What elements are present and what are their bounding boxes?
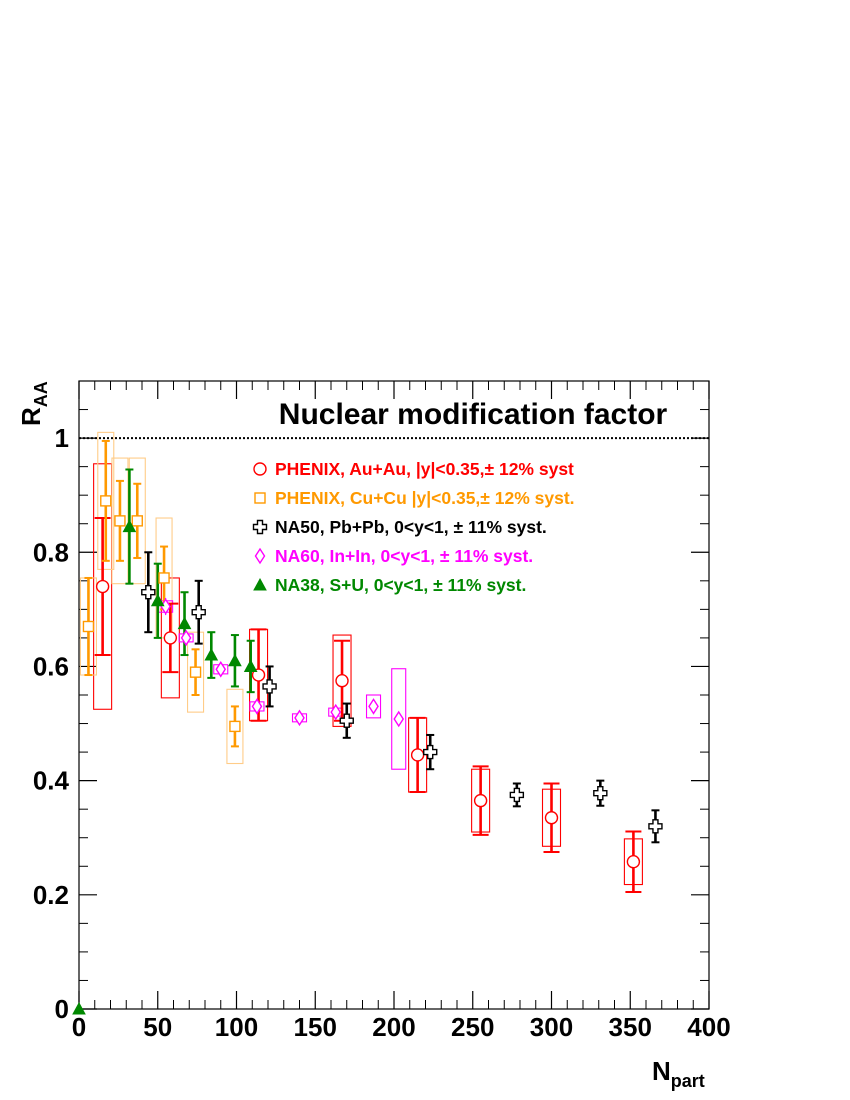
data-point-triangle [122,519,137,533]
legend-marker-triangle [253,577,267,591]
data-point-triangle [150,593,165,607]
data-point-square [189,666,202,678]
tick-labels: 0 50 100 150 200 250 300 350 400 0 0.2 0.4 0.6 0.8 1 [33,423,731,1042]
syst-box [332,634,352,727]
legend: PHENIX, Au+Au, |y|<0.35,± 12% syst PHENIX… [252,459,575,595]
data-point-triangle [243,659,258,672]
x-tick-label: 50 [143,1012,172,1042]
syst-box [226,688,244,765]
data-point-circle [544,811,559,825]
x-tick-label: 100 [215,1012,258,1042]
y-tick-label: 0.8 [33,537,69,567]
legend-entry-label: PHENIX, Cu+Cu |y|<0.35,± 12% syst. [275,488,575,508]
syst-box [93,463,113,710]
data-point-diamond [294,709,305,727]
data-point-triangle [72,1001,86,1015]
y-tick-label: 0.6 [33,651,69,681]
y-tick-label: 0.2 [33,880,69,910]
legend-marker-diamond [254,547,266,565]
x-tick-label: 300 [530,1012,573,1042]
data-point-triangle [177,616,192,630]
x-tick-label: 150 [294,1012,337,1042]
data-point-square [229,720,241,733]
data-point-circle [626,855,641,869]
data-point-circle [163,631,178,645]
syst-box [391,668,407,770]
markers [72,495,663,1015]
legend-entry-label: PHENIX, Au+Au, |y|<0.35,± 12% syst [275,459,574,479]
data-point-cross [141,585,156,600]
data-point-square [131,515,143,527]
legend-marker-circle [253,462,267,476]
legend-entry-label: NA50, Pb+Pb, 0<y<1, ± 11% syst. [275,517,547,537]
chart-title: Nuclear modification factor [279,398,668,431]
x-tick-label: 250 [451,1012,494,1042]
y-axis-title: RAA [16,381,51,426]
data-point-cross [648,819,663,834]
x-tick-label: 400 [687,1012,730,1042]
data-point-cross [509,787,525,803]
data-point-square [100,495,112,507]
x-tick-label: 0 [72,1012,86,1042]
data-point-diamond [215,661,227,678]
x-axis-title-sub: part [671,1071,705,1091]
data-point-diamond [393,710,405,728]
legend-entry-label: NA38, S+U, 0<y<1, ± 11% syst. [275,575,526,595]
syst-box [365,694,382,719]
data-point-circle [410,748,425,762]
legend-marker-square [254,492,266,504]
data-point-triangle [228,653,242,667]
data-point-cross [339,713,354,728]
data-point-diamond [180,629,192,647]
syst-box [187,631,205,713]
data-point-cross [262,679,277,694]
data-point-cross [423,744,438,760]
data-point-diamond [330,703,342,721]
data-point-cross [191,605,206,620]
error-bars [84,439,660,893]
data-point-diamond [251,698,263,715]
data-point-square [158,572,170,584]
syst-box [97,431,115,570]
x-tick-label: 200 [372,1012,415,1042]
y-axis-title-sub: AA [31,381,51,407]
data-point-triangle [204,647,219,661]
x-axis-title: Npart [652,1056,705,1091]
x-tick-label: 350 [609,1012,652,1042]
legend-marker-cross [252,519,268,535]
data-point-square [114,515,126,527]
y-tick-label: 0 [55,994,69,1024]
data-point-circle [335,674,349,688]
syst-box [111,457,129,585]
data-point-square [82,620,95,633]
data-point-diamond [368,698,379,715]
y-tick-label: 1 [55,423,69,453]
legend-entry-label: NA60, In+In, 0<y<1, ± 11% syst. [275,546,533,566]
data-point-circle [473,793,488,808]
x-axis-title-main: N [652,1056,671,1086]
data-point-circle [95,579,110,594]
data-point-circle [251,668,266,682]
data-point-diamond [160,598,171,615]
y-axis-title-main: R [16,407,46,426]
data-point-cross [593,785,608,801]
y-tick-label: 0.4 [33,766,70,796]
